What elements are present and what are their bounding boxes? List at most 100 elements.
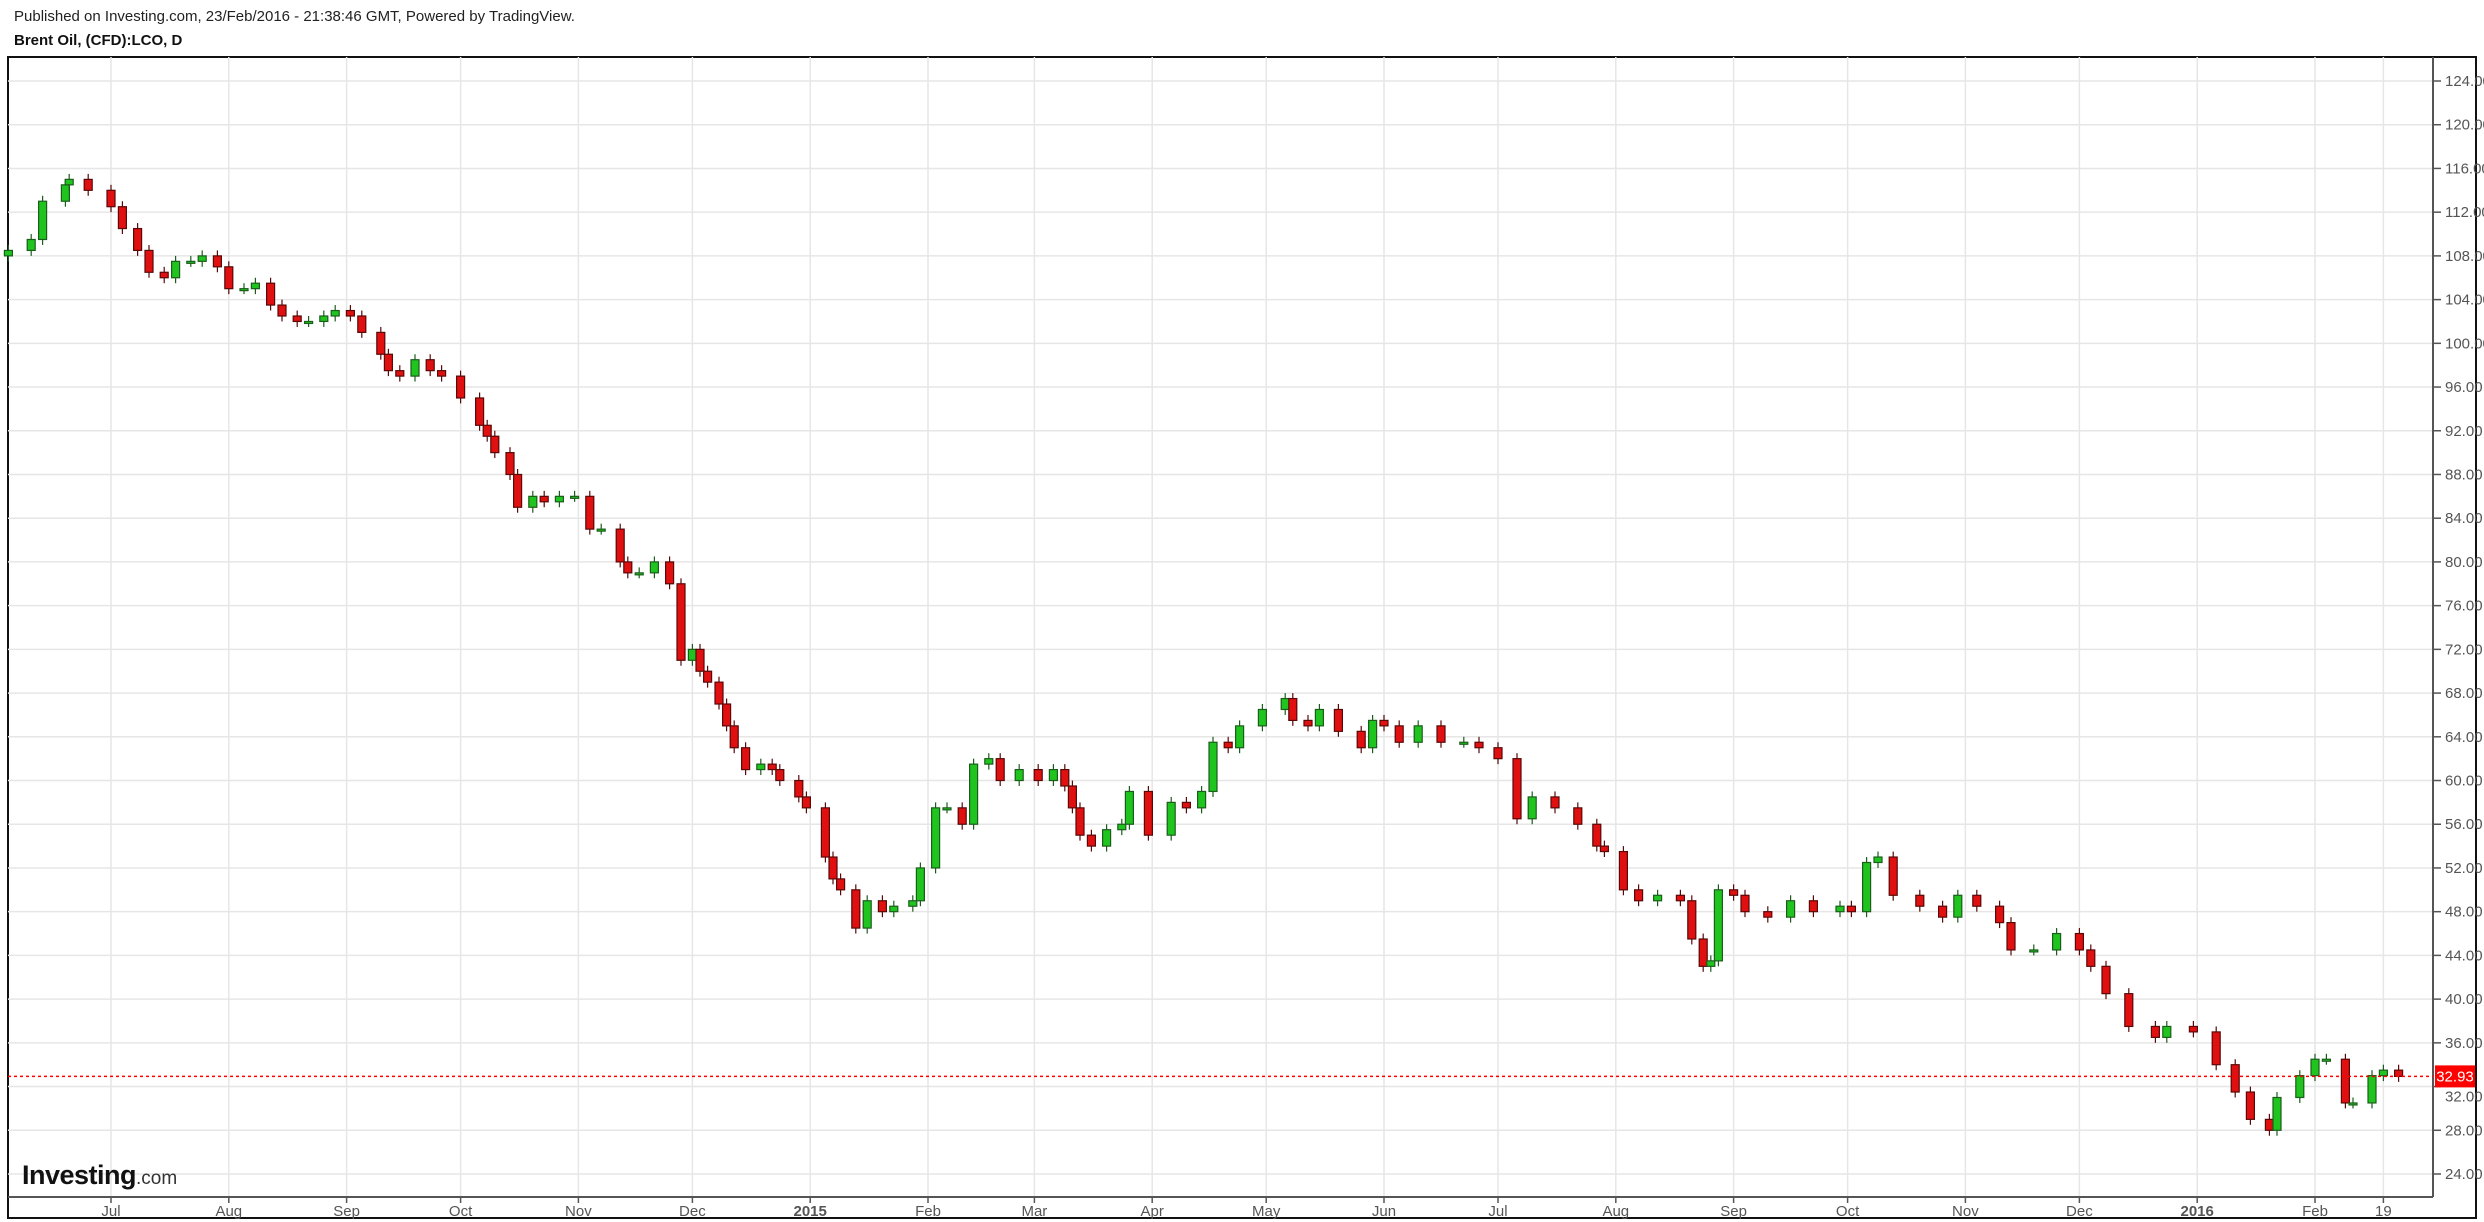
candle-body (2348, 1102, 2358, 1106)
candle-body (1459, 741, 1469, 745)
candle (2378, 1064, 2388, 1082)
candle (2295, 1070, 2305, 1103)
x-tick-label: Dec (679, 1203, 706, 1220)
x-tick-label: Oct (1836, 1203, 1860, 1220)
candle-body (729, 725, 739, 749)
candle-body (1740, 894, 1750, 913)
candle (395, 365, 405, 382)
candle (528, 490, 538, 513)
price-axis[interactable]: 24.00 28.00 32.00 36.00 40.00 44.00 48.00 52.00… (2433, 73, 2484, 1183)
candle-body (634, 572, 644, 576)
candle (915, 862, 926, 907)
candle-body (1873, 856, 1883, 864)
candle-body (1223, 741, 1233, 749)
candle (171, 255, 181, 284)
y-tick-label: 84.00 (2445, 510, 2483, 527)
candle (425, 354, 435, 377)
candle (26, 234, 36, 256)
candle (1067, 780, 1078, 814)
candle-body (304, 320, 314, 325)
candle (2272, 1092, 2282, 1136)
candle (1618, 846, 1629, 896)
candle-body (2295, 1075, 2305, 1099)
candle (2211, 1026, 2221, 1071)
candle-body (2264, 1118, 2274, 1131)
x-tick-label: Oct (449, 1203, 473, 1220)
candle-body (1713, 889, 1724, 962)
time-axis[interactable]: Jul Aug Sep Oct Nov Dec 2015 Feb Mar Apr May Jun Jul… (101, 1197, 2392, 1220)
candle (1314, 704, 1325, 732)
candle-body (1288, 697, 1298, 722)
candle (1124, 785, 1135, 830)
candle-body (1181, 801, 1192, 809)
candle (1687, 895, 1697, 945)
y-tick-label: 60.00 (2445, 773, 2483, 790)
candle (345, 305, 355, 322)
candle-body (490, 435, 500, 454)
candle-body (26, 238, 36, 252)
y-tick-label: 80.00 (2445, 554, 2483, 571)
candle (729, 720, 739, 754)
candle (1181, 796, 1192, 814)
candle (1633, 884, 1644, 907)
y-tick-label: 56.00 (2445, 816, 2483, 833)
candle (1592, 818, 1602, 852)
candle-body (889, 905, 899, 913)
candle (1288, 693, 1298, 726)
candle (292, 310, 302, 327)
candle (596, 523, 606, 535)
candle-body (539, 495, 549, 503)
candle-body (1014, 768, 1024, 782)
candle-body (984, 758, 994, 765)
candle-body (1785, 900, 1796, 918)
candle (1937, 900, 1948, 923)
candle (1652, 889, 1663, 907)
candle (277, 299, 287, 322)
candle (775, 764, 785, 786)
candle-body (1067, 785, 1078, 809)
candle-body (376, 331, 386, 355)
y-tick-label: 76.00 (2445, 598, 2483, 615)
x-tick-label: Aug (1602, 1203, 1629, 1220)
candle (1086, 829, 1097, 852)
candle-body (942, 807, 952, 811)
candle (1367, 714, 1378, 754)
chart-frame (7, 56, 2477, 1219)
candle-body (1394, 725, 1404, 743)
candle-body (64, 178, 74, 186)
candle-body (1413, 725, 1423, 743)
y-tick-label: 120.00 (2445, 117, 2484, 134)
y-tick-label: 32.00 (2445, 1088, 2483, 1105)
candle-body (1367, 719, 1378, 749)
candle (1379, 714, 1389, 732)
candle-body (851, 889, 861, 929)
candle-body (1915, 894, 1925, 907)
candle (995, 753, 1005, 786)
candle (968, 758, 979, 830)
candle-body (1208, 741, 1218, 793)
candle-body (1527, 796, 1537, 820)
candle-body (585, 495, 595, 530)
candle-body (186, 260, 196, 264)
candle (2006, 917, 2016, 956)
candle (649, 556, 660, 579)
candle (2264, 1113, 2274, 1136)
candle-body (159, 271, 169, 279)
candle (1846, 900, 1857, 918)
candle-body (1592, 823, 1602, 847)
candle-body (2150, 1025, 2160, 1038)
candle-body (1652, 894, 1663, 902)
last-price-label: 32.93 (2436, 1068, 2474, 1085)
candle (1972, 889, 1982, 912)
candle-body (1573, 807, 1583, 825)
candle (475, 392, 485, 431)
y-tick-label: 72.00 (2445, 641, 2483, 658)
candle-body (171, 260, 181, 279)
candle (456, 370, 466, 404)
candle (410, 354, 420, 382)
candle-body (1060, 768, 1070, 787)
candle (714, 676, 724, 710)
candle (2394, 1064, 2404, 1082)
candle (2230, 1059, 2240, 1098)
